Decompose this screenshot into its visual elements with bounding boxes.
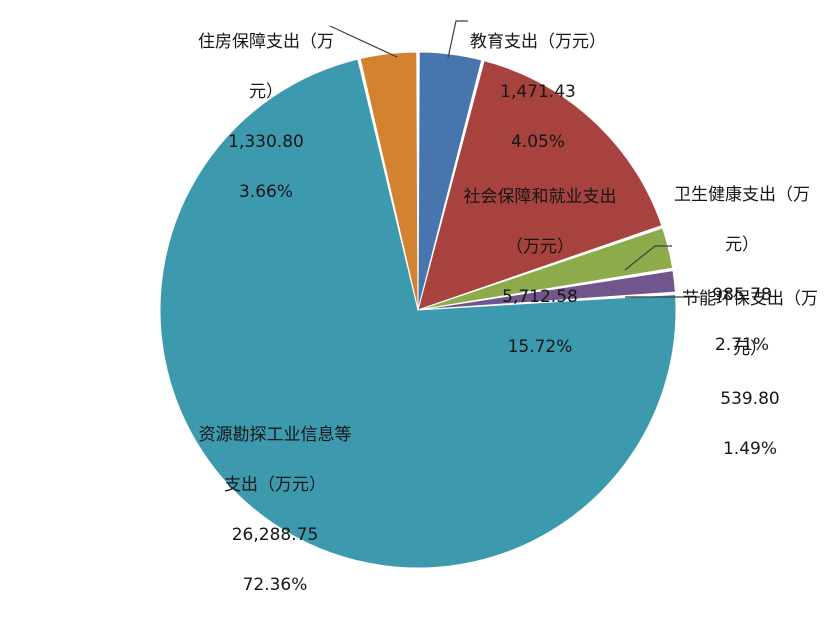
slice-label-education: 教育支出（万元） 1,471.43 4.05% [452,5,624,180]
slice-label-health-name-1: 卫生健康支出（万 [674,185,810,205]
slice-label-housing-percent: 3.66% [238,182,293,202]
leader-line-education [447,20,468,59]
pie-chart: 住房保障支出（万 元） 1,330.80 3.66% 教育支出（万元） 1,47… [159,5,832,595]
slice-label-education-percent: 4.05% [510,132,565,152]
slice-label-social-name-2: （万元） [506,237,574,257]
slice-label-housing-value: 1,330.80 [228,132,304,152]
slice-label-resource-name-2: 支出（万元） [224,475,326,495]
slice-label-resource-value: 26,288.75 [231,525,319,545]
slice-label-health-name-2: 元） [725,235,759,255]
pie-slice-group [159,51,677,569]
leader-line-health [624,245,672,271]
slice-label-energy-name-2: 元） [733,339,767,359]
slice-label-energy-percent: 1.49% [722,439,777,459]
slice-label-energy-name-1: 节能环保支出（万 [682,289,818,309]
slice-label-social-name-1: 社会保障和就业支出 [463,187,617,207]
slice-label-social-percent: 15.72% [507,337,573,357]
slice-label-health: 卫生健康支出（万 元） 985.78 2.71% [654,158,830,383]
slice-label-health-value: 985.78 [712,285,772,305]
slice-label-resource-exploration: 资源勘探工业信息等 支出（万元） 26,288.75 72.36% [160,398,390,623]
slice-label-housing: 住房保障支出（万 元） 1,330.80 3.66% [186,5,346,230]
slice-label-energy-conservation: 节能环保支出（万 元） 539.80 1.49% [668,262,832,487]
slice-label-resource-percent: 72.36% [242,575,308,595]
slice-label-energy-value: 539.80 [720,389,780,409]
slice-label-housing-name-1: 住房保障支出（万 [198,32,334,52]
slice-label-resource-name-1: 资源勘探工业信息等 [198,425,352,445]
pie-slice-health[interactable] [417,227,674,311]
pie-slice-energy[interactable] [417,270,676,311]
leader-line-housing [329,25,398,58]
slice-label-education-name-1: 教育支出（万元） [470,32,606,52]
slice-label-social-value: 5,712.58 [502,287,578,307]
slice-label-housing-name-2: 元） [249,82,283,102]
pie-slice-social[interactable] [417,60,663,311]
pie-slice-resource[interactable] [159,58,677,569]
leader-line-group [329,20,700,298]
slice-label-social-security: 社会保障和就业支出 （万元） 5,712.58 15.72% [440,160,640,385]
pie-slice-education[interactable] [417,51,483,311]
slice-label-education-value: 1,471.43 [500,82,576,102]
pie-slice-housing[interactable] [359,51,419,311]
slice-label-health-percent: 2.71% [714,335,769,355]
pie-chart-canvas [159,20,700,569]
